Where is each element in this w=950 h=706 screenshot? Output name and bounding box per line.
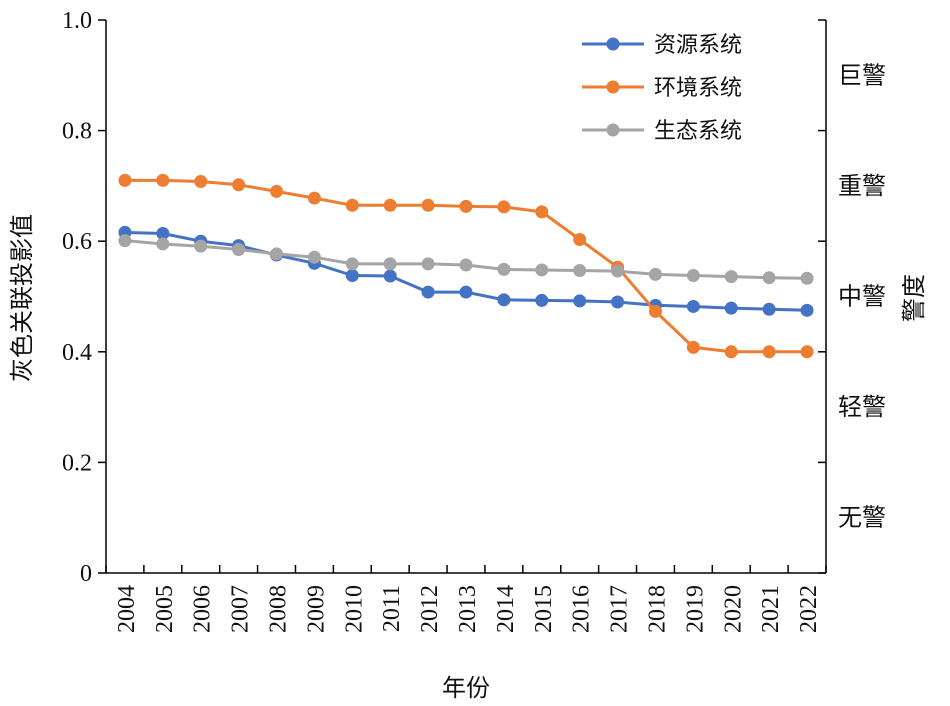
y-axis-title: 灰色关联投影值 <box>8 214 36 382</box>
data-point <box>232 178 246 192</box>
data-point <box>686 340 700 354</box>
data-point <box>421 198 435 212</box>
data-point <box>611 264 625 278</box>
data-point <box>762 302 776 316</box>
data-point <box>686 268 700 282</box>
y-ticks: 0 0.2 0.4 0.6 0.8 1.0 <box>62 8 106 587</box>
series-layer <box>118 173 814 359</box>
x-tick-label: 2017 <box>607 585 633 633</box>
data-point <box>421 285 435 299</box>
data-point <box>270 184 284 198</box>
data-point <box>345 257 359 271</box>
data-point <box>686 299 700 313</box>
data-point <box>535 205 549 219</box>
y-tick-label: 0 <box>80 561 92 587</box>
legend-swatch-marker <box>606 37 620 51</box>
x-tick-label: 2014 <box>493 585 519 633</box>
data-point <box>383 269 397 283</box>
x-tick-label: 2020 <box>720 585 746 633</box>
x-tick-label: 2011 <box>379 585 405 632</box>
x-tick-label: 2015 <box>531 585 557 633</box>
data-point <box>156 173 170 187</box>
data-point <box>800 271 814 285</box>
x-tick-label: 2019 <box>682 585 708 633</box>
x-tick-label: 2021 <box>758 585 784 633</box>
data-point <box>459 285 473 299</box>
data-point <box>573 264 587 278</box>
data-point <box>535 293 549 307</box>
x-tick-label: 2004 <box>114 585 140 633</box>
legend-label: 资源系统 <box>654 33 742 58</box>
data-point <box>194 239 208 253</box>
warning-level-label: 巨警 <box>838 61 886 89</box>
data-point <box>497 200 511 214</box>
x-axis-title: 年份 <box>442 674 490 702</box>
data-point <box>800 303 814 317</box>
data-point <box>307 191 321 205</box>
data-point <box>383 198 397 212</box>
legend-label: 生态系统 <box>654 119 742 144</box>
data-point <box>648 304 662 318</box>
series-group <box>118 234 814 285</box>
data-point <box>648 267 662 281</box>
warning-level-label: 中警 <box>838 283 886 311</box>
data-point <box>497 262 511 276</box>
data-point <box>724 301 738 315</box>
data-point <box>156 237 170 251</box>
data-point <box>497 293 511 307</box>
warning-level-label: 轻警 <box>838 393 886 421</box>
plot-axes <box>105 20 827 574</box>
data-point <box>345 198 359 212</box>
data-point <box>232 242 246 256</box>
data-point <box>762 271 776 285</box>
x-tick-label: 2013 <box>455 585 481 633</box>
x-ticks: 2004 2005 2006 2007 2008 2009 2010 2011 2012 2013… <box>105 565 827 633</box>
x-tick-label: 2007 <box>228 585 254 633</box>
y-tick-label: 1.0 <box>62 8 92 34</box>
x-tick-label: 2010 <box>341 585 367 633</box>
data-point <box>800 345 814 359</box>
x-tick-label: 2006 <box>190 585 216 633</box>
x-tick-label: 2005 <box>152 585 178 633</box>
data-point <box>724 345 738 359</box>
data-point <box>611 295 625 309</box>
data-point <box>573 294 587 308</box>
data-point <box>535 263 549 277</box>
data-point <box>762 345 776 359</box>
right-axis-ticks <box>818 19 826 574</box>
data-point <box>118 173 132 187</box>
data-point <box>307 250 321 264</box>
series-group <box>118 173 814 359</box>
x-tick-label: 2008 <box>266 585 292 633</box>
legend-swatch-marker <box>606 123 620 137</box>
data-point <box>345 268 359 282</box>
data-point <box>421 257 435 271</box>
x-tick-label: 2009 <box>303 585 329 633</box>
data-point <box>270 247 284 261</box>
right-axis-title: 警度 <box>900 274 928 322</box>
legend-label: 环境系统 <box>654 76 742 101</box>
y-tick-label: 0.8 <box>62 119 92 145</box>
data-point <box>724 270 738 284</box>
data-point <box>156 226 170 240</box>
x-tick-label: 2012 <box>417 585 443 633</box>
data-point <box>459 199 473 213</box>
data-point <box>459 258 473 272</box>
x-tick-label: 2016 <box>569 585 595 633</box>
x-tick-label: 2018 <box>644 585 670 633</box>
data-point <box>383 257 397 271</box>
legend-swatch-marker <box>606 80 620 94</box>
y-tick-label: 0.2 <box>62 450 92 476</box>
y-tick-label: 0.4 <box>62 340 92 366</box>
x-tick-label: 2022 <box>796 585 822 633</box>
data-point <box>573 233 587 247</box>
warning-level-label: 无警 <box>838 504 886 532</box>
data-point <box>194 174 208 188</box>
warning-level-label: 重警 <box>838 172 886 200</box>
data-point <box>118 234 132 248</box>
y-tick-label: 0.6 <box>62 229 92 255</box>
